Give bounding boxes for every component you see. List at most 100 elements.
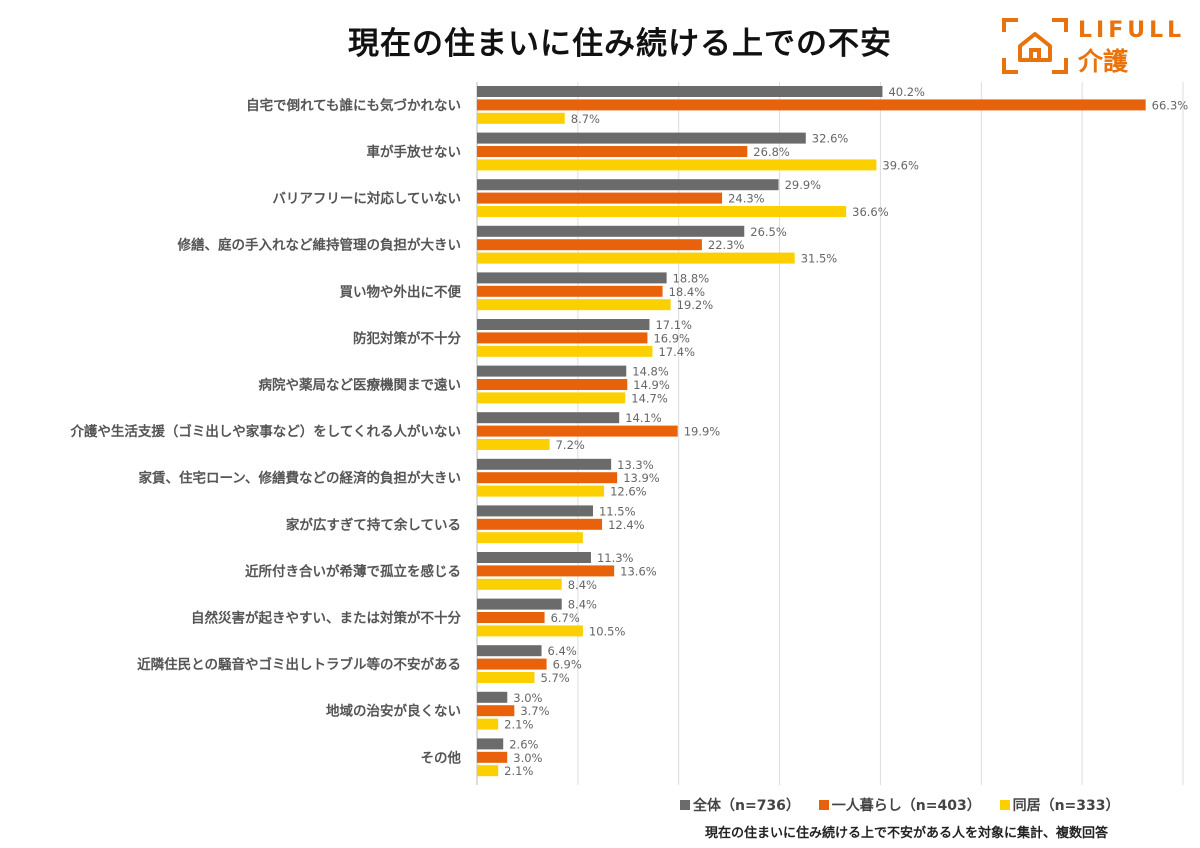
bar-all — [477, 458, 612, 470]
data-label: 10.5% — [589, 624, 626, 638]
data-label: 19.2% — [677, 298, 714, 312]
data-label: 8.4% — [568, 598, 597, 612]
data-label: 18.4% — [669, 285, 706, 299]
footnote: 現在の住まいに住み続ける上で不安がある人を対象に集計、複数回答 — [705, 826, 1109, 841]
bar-single — [477, 565, 615, 577]
category-label: バリアフリーに対応していない — [272, 190, 461, 207]
data-label: 6.4% — [548, 644, 577, 658]
bar-all — [477, 691, 508, 703]
data-label: 2.1% — [504, 718, 533, 732]
category-label: 車が手放せない — [367, 144, 462, 161]
bar-cohabit — [477, 625, 583, 637]
bar-all — [477, 365, 627, 377]
bar-single — [477, 751, 508, 763]
data-label: 11.3% — [597, 551, 634, 565]
bar-single — [477, 332, 648, 344]
category-label: 自宅で倒れても誰にも気づかれない — [246, 97, 461, 114]
data-label: 3.0% — [513, 751, 542, 765]
bar-all — [477, 319, 650, 330]
bar-cohabit — [477, 485, 605, 497]
legend-item-cohabit: 同居（n=333） — [999, 795, 1120, 815]
bar-all — [477, 645, 542, 657]
data-label: 14.1% — [625, 411, 662, 425]
bar-all — [477, 86, 883, 97]
data-label: 5.7% — [540, 671, 569, 685]
bar-single — [477, 192, 723, 204]
category-label: 防犯対策が不十分 — [353, 330, 461, 347]
bar-single — [477, 518, 603, 530]
bar-cohabit — [477, 578, 562, 590]
category-label: 家が広すぎて持て余している — [286, 516, 461, 533]
bar-cohabit — [477, 345, 653, 357]
logo-text-kaigo: 介護 — [1078, 47, 1129, 76]
bar-all — [477, 598, 562, 610]
data-label: 17.1% — [655, 318, 692, 332]
bar-single — [477, 658, 547, 670]
bar-single — [477, 146, 748, 157]
lifull-logo: LIFULL 介護 — [1000, 16, 1190, 76]
bar-cohabit — [477, 112, 565, 124]
legend: 全体（n=736） 一人暮らし（n=403） 同居（n=333） — [680, 795, 1134, 815]
bar-all — [477, 552, 591, 563]
logo-text-lifull: LIFULL — [1078, 18, 1186, 43]
data-label: 14.7% — [631, 391, 668, 405]
data-label: 3.0% — [513, 691, 542, 705]
data-label: 26.8% — [753, 145, 790, 159]
category-label: その他 — [421, 749, 462, 766]
data-label: 32.6% — [812, 132, 849, 146]
bar-single — [477, 379, 628, 390]
data-label: 66.3% — [1152, 98, 1189, 112]
bar-cohabit — [477, 439, 550, 450]
category-label: 地域の治安が良くない — [326, 703, 461, 720]
bar-all — [477, 132, 806, 144]
bar-all — [477, 225, 745, 237]
bar-cohabit — [477, 206, 847, 217]
category-label: 近所付き合いが希薄で孤立を感じる — [245, 563, 461, 580]
data-label: 26.5% — [750, 225, 787, 239]
data-label: 39.6% — [882, 158, 919, 172]
category-label: 病院や薬局など医療機関まで遠い — [259, 377, 462, 394]
data-label: 7.2% — [556, 438, 585, 452]
data-label: 8.4% — [568, 578, 597, 592]
bar-single — [477, 285, 663, 297]
house-icon — [1002, 18, 1068, 74]
data-label: 29.9% — [785, 178, 822, 192]
bar-cohabit — [477, 392, 626, 404]
data-label: 40.2% — [888, 85, 925, 99]
bar-single — [477, 612, 545, 623]
data-label: 19.9% — [684, 425, 721, 439]
category-label: 買い物や外出に不便 — [340, 283, 462, 300]
data-label: 14.8% — [632, 365, 669, 379]
data-label: 12.4% — [608, 518, 645, 532]
bars — [477, 86, 1146, 777]
category-label: 近隣住民との騒音やゴミ出しトラブル等の不安がある — [137, 656, 461, 673]
bar-cohabit — [477, 159, 877, 171]
data-label: 13.6% — [620, 564, 657, 578]
bar-cohabit — [477, 299, 671, 311]
bar-all — [477, 412, 620, 424]
legend-item-all: 全体（n=736） — [680, 795, 800, 815]
labels: 自宅で倒れても誰にも気づかれない 40.2% 66.3% 8.7% 車が手放せない 32.… — [69, 85, 1188, 778]
bar-cohabit — [477, 718, 499, 730]
bar-single — [477, 239, 702, 251]
bar-single — [477, 472, 618, 484]
category-label: 自然災害が起きやすい、または対策が不十分 — [191, 610, 461, 627]
category-label: 家賃、住宅ローン、修繕費などの経済的負担が大きい — [138, 470, 461, 487]
data-label: 17.4% — [658, 345, 695, 359]
bar-single — [477, 425, 678, 437]
data-label: 24.3% — [728, 192, 765, 206]
data-label: 22.3% — [708, 238, 745, 252]
data-label: 16.9% — [653, 331, 690, 345]
data-label: 2.6% — [509, 737, 538, 751]
legend-item-single: 一人暮らし（n=403） — [818, 795, 981, 815]
data-label: 14.9% — [633, 378, 670, 392]
category-label: 介護や生活支援（ゴミ出しや家事など）をしてくれる人がいない — [69, 423, 461, 440]
bar-cohabit — [477, 252, 795, 264]
bar-single — [477, 99, 1146, 111]
data-label: 6.9% — [553, 658, 582, 672]
data-label: 12.6% — [610, 485, 647, 499]
bar-all — [477, 505, 593, 517]
bar-cohabit — [477, 532, 583, 544]
bar-all — [477, 272, 667, 284]
bar-all — [477, 738, 504, 750]
